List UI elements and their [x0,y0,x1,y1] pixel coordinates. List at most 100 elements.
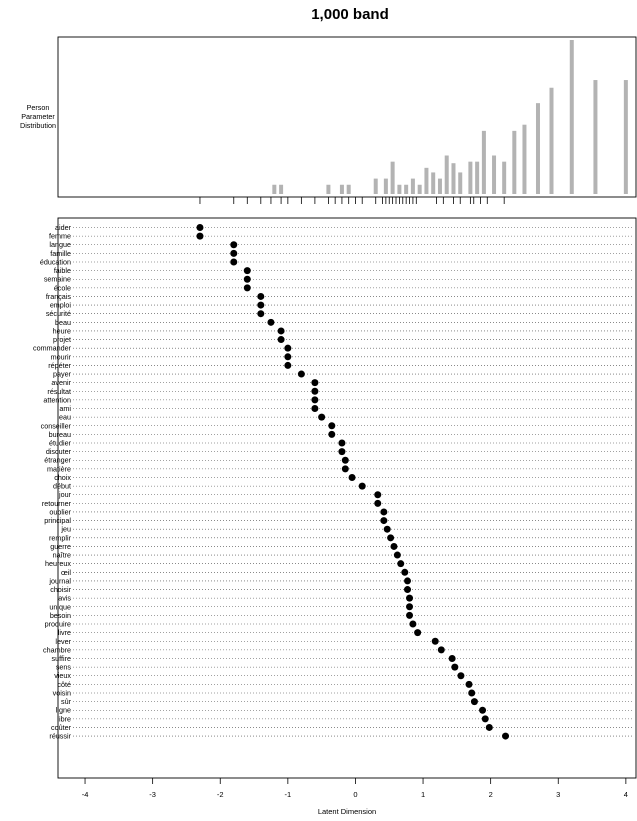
item-point [383,525,391,533]
item-parameter-panel [57,217,637,779]
histogram-bar [492,155,497,194]
histogram-bar [549,87,554,194]
item-label: unique [49,602,71,611]
item-point [230,241,238,249]
item-point [457,672,465,680]
histogram-label-line: Distribution [20,121,56,130]
x-tick-label: -3 [149,790,156,799]
item-label: avis [58,594,71,603]
x-tick-label: -1 [285,790,292,799]
item-label: avenir [51,378,71,387]
item-point [338,439,346,447]
item-point [404,586,412,594]
histogram-label-line: Parameter [21,112,55,121]
histogram-label: Person Parameter Distribution [20,103,56,130]
x-tick-label: 0 [353,790,357,799]
item-label: payer [53,370,72,379]
item-point [338,448,346,456]
item-point [409,620,417,628]
item-point [406,594,414,602]
histogram-bar [373,178,378,194]
item-label: français [46,292,72,301]
histogram-bar [346,184,351,194]
item-label: sûr [61,697,72,706]
item-label: bureau [49,430,71,439]
item-point [374,491,382,499]
histogram-bar [437,178,442,194]
item-point [485,723,493,731]
chart-title: 1,000 band [311,6,389,23]
item-point [374,499,382,507]
histogram-bar [279,184,284,194]
item-point [318,413,326,421]
item-point [311,396,319,404]
item-point [311,387,319,395]
histogram-bars [272,40,628,194]
histogram-bar [623,80,628,194]
histogram-bar [535,103,540,194]
histogram-bar [410,178,415,194]
item-label: matière [47,464,71,473]
item-point [468,689,476,697]
item-point [448,655,456,662]
item-label: livre [58,628,71,637]
item-point [243,267,251,275]
item-point [481,715,489,723]
x-tick-label: 3 [556,790,560,799]
item-point [387,534,395,542]
item-label: choix [54,473,71,482]
item-label: oublier [49,507,71,516]
item-point [431,637,439,645]
item-point [297,370,305,378]
item-point [393,551,401,559]
item-label: guerre [50,542,71,551]
x-tick-label: 2 [489,790,493,799]
item-point [341,456,349,464]
histogram-bar [404,184,409,194]
item-point [401,568,409,576]
item-point [406,603,414,611]
item-label: beau [55,318,71,327]
item-point [380,517,388,525]
item-label: étudier [49,439,72,448]
item-point [284,353,292,361]
histogram-bar [475,161,480,194]
item-point [230,249,238,257]
item-label: eau [59,413,71,422]
person-distribution-panel [57,36,637,198]
histogram-bar [458,172,463,194]
item-label: résultat [47,387,71,396]
item-label: jeu [60,525,71,534]
item-point [196,224,204,231]
item-label: mourir [51,352,72,361]
item-point [358,482,366,490]
histogram-bar [390,161,395,194]
item-point [196,232,204,240]
item-point [470,698,478,706]
item-point [257,301,265,309]
item-label: heure [53,326,71,335]
item-point [390,542,398,550]
item-point [230,258,238,266]
item-point [257,292,265,300]
histogram-bar [383,178,388,194]
histogram-bar [272,184,277,194]
item-point [404,577,412,585]
item-label: choisir [50,585,71,594]
x-axis-label: Latent Dimension [318,807,376,816]
x-tick-label: -4 [82,790,89,799]
histogram-bar [431,172,436,194]
histogram-bar [339,184,344,194]
item-point [465,680,473,688]
item-point [348,473,356,481]
histogram-bar [417,184,422,194]
item-point [451,663,459,671]
item-point [437,646,445,654]
item-label: ami [59,404,71,413]
item-label: commander [33,344,72,353]
item-label: jour [58,490,72,499]
item-label: début [53,482,71,491]
item-label: lever [55,637,71,646]
item-label: discuter [46,447,72,456]
